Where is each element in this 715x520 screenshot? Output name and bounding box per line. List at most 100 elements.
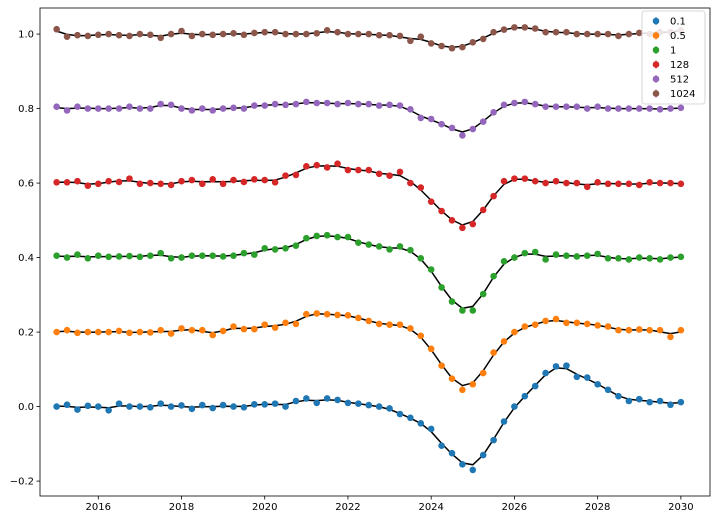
data-point-0.5 [583,320,591,328]
data-point-1024 [625,30,633,38]
data-point-1 [677,253,685,261]
data-point-128 [542,179,549,187]
data-point-512 [438,120,445,128]
data-point-1 [635,254,643,261]
data-point-512 [667,105,674,112]
data-point-1024 [615,32,622,40]
data-point-0.1 [625,397,633,405]
legend-marker-128 [652,61,660,68]
data-point-1024 [157,34,164,42]
data-point-1 [656,256,664,263]
data-point-0.5 [625,326,633,334]
data-point-128 [459,224,466,232]
data-point-0.5 [573,319,581,327]
data-point-0.5 [427,345,435,353]
data-point-1024 [178,27,185,35]
data-point-512 [313,99,321,107]
data-point-128 [479,206,487,214]
data-point-1024 [188,32,196,40]
data-point-0.1 [303,395,310,402]
data-point-1 [240,249,248,257]
data-point-512 [146,105,154,112]
data-point-0.5 [552,315,560,323]
data-point-512 [635,105,643,112]
data-point-1024 [573,30,581,38]
data-point-512 [251,102,258,109]
data-point-0.5 [438,362,445,369]
data-point-128 [209,176,217,183]
data-point-0.1 [563,362,570,369]
data-point-0.5 [292,320,300,328]
plot-frame [39,7,711,497]
y-tick-label: 1.0 [18,30,34,41]
data-point-1024 [136,30,144,38]
data-point-0.5 [313,310,321,317]
data-point-1024 [74,31,81,39]
data-point-128 [511,175,518,182]
data-point-1024 [459,43,466,51]
data-point-0.5 [303,310,310,318]
data-point-1 [146,252,154,260]
legend-label-0.5: 0.5 [670,31,686,42]
data-point-512 [115,105,123,112]
data-point-128 [365,166,373,174]
data-point-1 [479,290,487,298]
data-point-0.1 [635,395,643,403]
data-point-1 [563,252,570,260]
data-point-1 [500,258,508,265]
data-point-1 [84,255,92,262]
data-point-0.1 [573,373,581,381]
data-point-0.1 [375,403,383,410]
data-point-0.1 [365,401,373,409]
data-point-1 [74,251,81,258]
data-point-1024 [167,30,175,38]
data-point-1 [667,254,674,261]
data-point-128 [157,180,164,188]
data-point-0.5 [261,321,269,328]
data-point-1 [407,246,414,254]
legend-marker-0.1 [652,17,660,25]
data-point-0.5 [375,320,383,328]
data-point-512 [479,118,487,125]
data-point-512 [552,103,560,111]
data-point-1024 [542,28,549,36]
data-point-0.1 [178,402,185,409]
data-point-512 [656,106,664,113]
data-point-0.5 [209,331,217,339]
data-point-1 [448,298,456,305]
data-point-1024 [396,32,404,40]
data-point-1024 [271,28,279,36]
data-point-128 [500,177,508,185]
data-point-128 [427,198,435,206]
y-tick-label: 0.0 [18,402,34,413]
data-point-128 [490,192,497,200]
data-point-0.5 [240,325,248,333]
data-point-0.1 [667,401,674,409]
y-axis: −0.2 0.0 0.2 0.4 0.6 0.8 1.0 [10,30,40,488]
data-point-0.1 [646,398,653,406]
data-point-1 [438,284,445,291]
data-point-1 [313,232,321,240]
data-point-1 [531,248,539,256]
data-point-512 [396,102,404,109]
data-point-0.1 [656,397,664,405]
data-point-128 [126,175,133,182]
data-point-512 [209,107,217,114]
data-point-128 [115,178,123,186]
data-point-1 [427,266,435,273]
data-point-1 [53,252,60,260]
data-point-1 [188,252,196,260]
data-point-1 [573,253,581,260]
data-point-0.1 [583,374,591,381]
x-tick-label: 2020 [252,502,277,513]
data-point-0.1 [604,386,612,394]
data-point-128 [552,177,560,185]
data-point-512 [219,105,227,112]
data-point-0.5 [500,338,508,345]
data-point-128 [63,179,71,186]
data-point-1 [292,242,300,249]
x-tick-label: 2018 [169,502,194,513]
data-point-0.5 [63,326,71,334]
data-point-1 [157,249,164,257]
data-point-128 [219,180,227,188]
